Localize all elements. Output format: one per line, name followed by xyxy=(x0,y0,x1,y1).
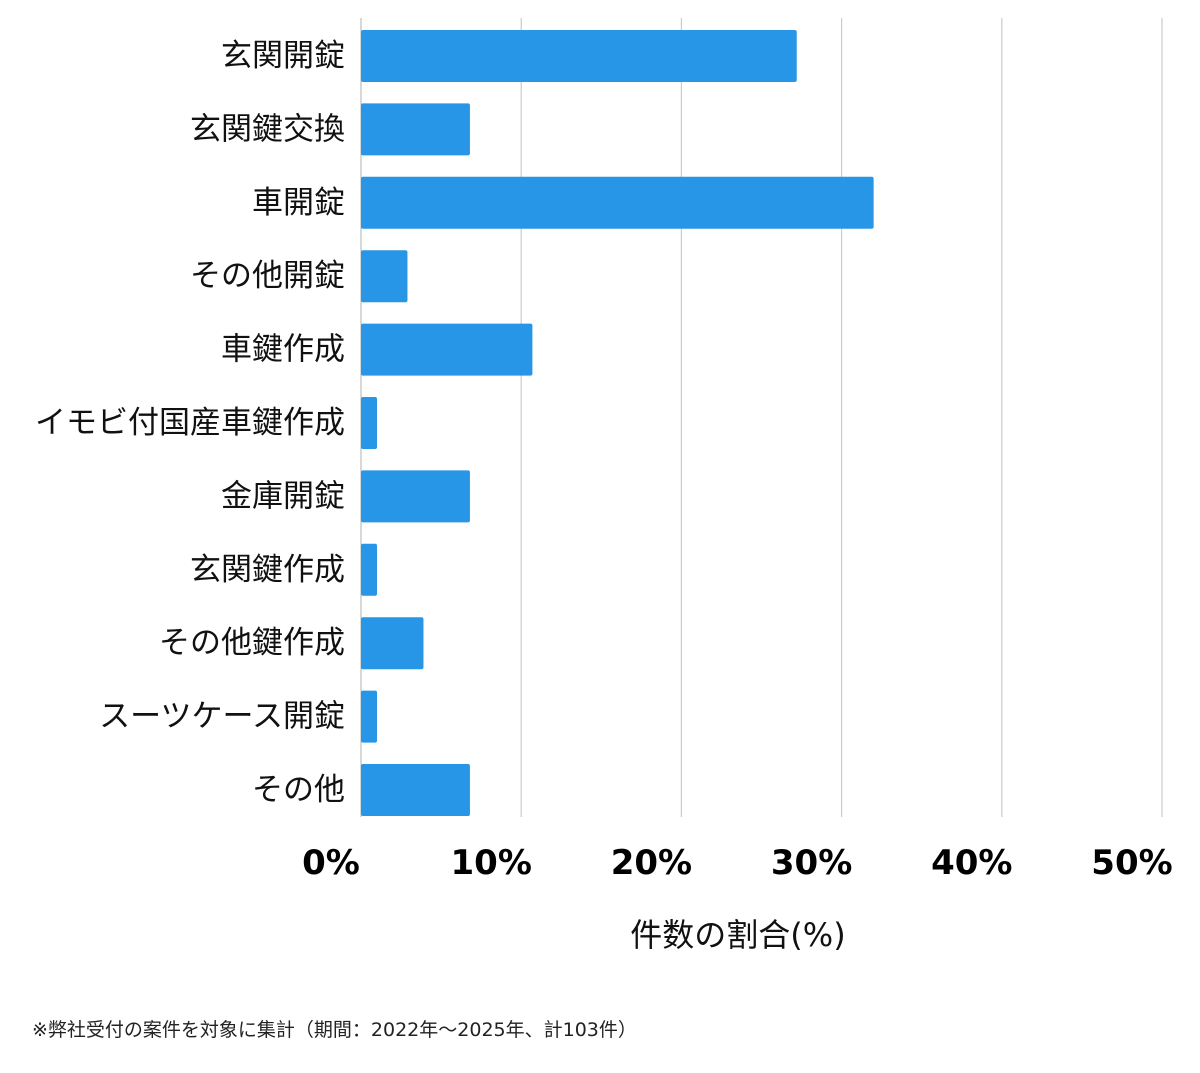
bar-5 xyxy=(361,397,378,449)
x-tick-label-50: 50% xyxy=(1091,843,1172,883)
bar-3 xyxy=(361,250,408,303)
bar-2 xyxy=(361,176,874,229)
x-axis-title: 件数の割合(%) xyxy=(630,916,845,954)
gridlines xyxy=(360,18,1163,817)
x-tick-label-0: 0% xyxy=(302,843,360,883)
category-labels: 玄関開錠玄関鍵交換車開錠その他開錠車鍵作成イモビ付国産車鍵作成金庫開錠玄関鍵作成… xyxy=(35,38,345,808)
x-tick-labels: 0% 10% 20% 30% 40% 50% xyxy=(302,843,1173,883)
bar-4 xyxy=(361,323,533,376)
x-tick-label-10: 10% xyxy=(451,843,532,883)
footnote: ※弊社受付の案件を対象に集計（期間：2022年〜2025年、計103件） xyxy=(32,1019,637,1041)
category-label-4: 車鍵作成 xyxy=(221,332,345,368)
bar-8 xyxy=(361,617,424,670)
bar-0 xyxy=(361,30,797,82)
category-label-2: 車開錠 xyxy=(252,185,345,221)
category-label-6: 金庫開錠 xyxy=(221,478,345,514)
category-label-7: 玄関鍵作成 xyxy=(190,552,345,588)
category-label-1: 玄関鍵交換 xyxy=(190,111,345,147)
x-tick-label-20: 20% xyxy=(611,843,692,883)
bars xyxy=(361,30,874,816)
category-label-9: スーツケース開錠 xyxy=(99,699,345,735)
bar-6 xyxy=(361,470,470,523)
x-tick-label-40: 40% xyxy=(931,843,1012,883)
bar-9 xyxy=(361,690,378,743)
bar-10 xyxy=(361,764,470,816)
category-label-8: その他鍵作成 xyxy=(159,625,345,661)
bar-7 xyxy=(361,543,378,596)
category-label-5: イモビ付国産車鍵作成 xyxy=(35,405,345,441)
category-label-0: 玄関開錠 xyxy=(221,38,345,74)
category-label-10: その他 xyxy=(252,772,345,808)
category-label-3: その他開錠 xyxy=(190,258,345,294)
bar-1 xyxy=(361,103,470,156)
x-tick-label-30: 30% xyxy=(771,843,852,883)
